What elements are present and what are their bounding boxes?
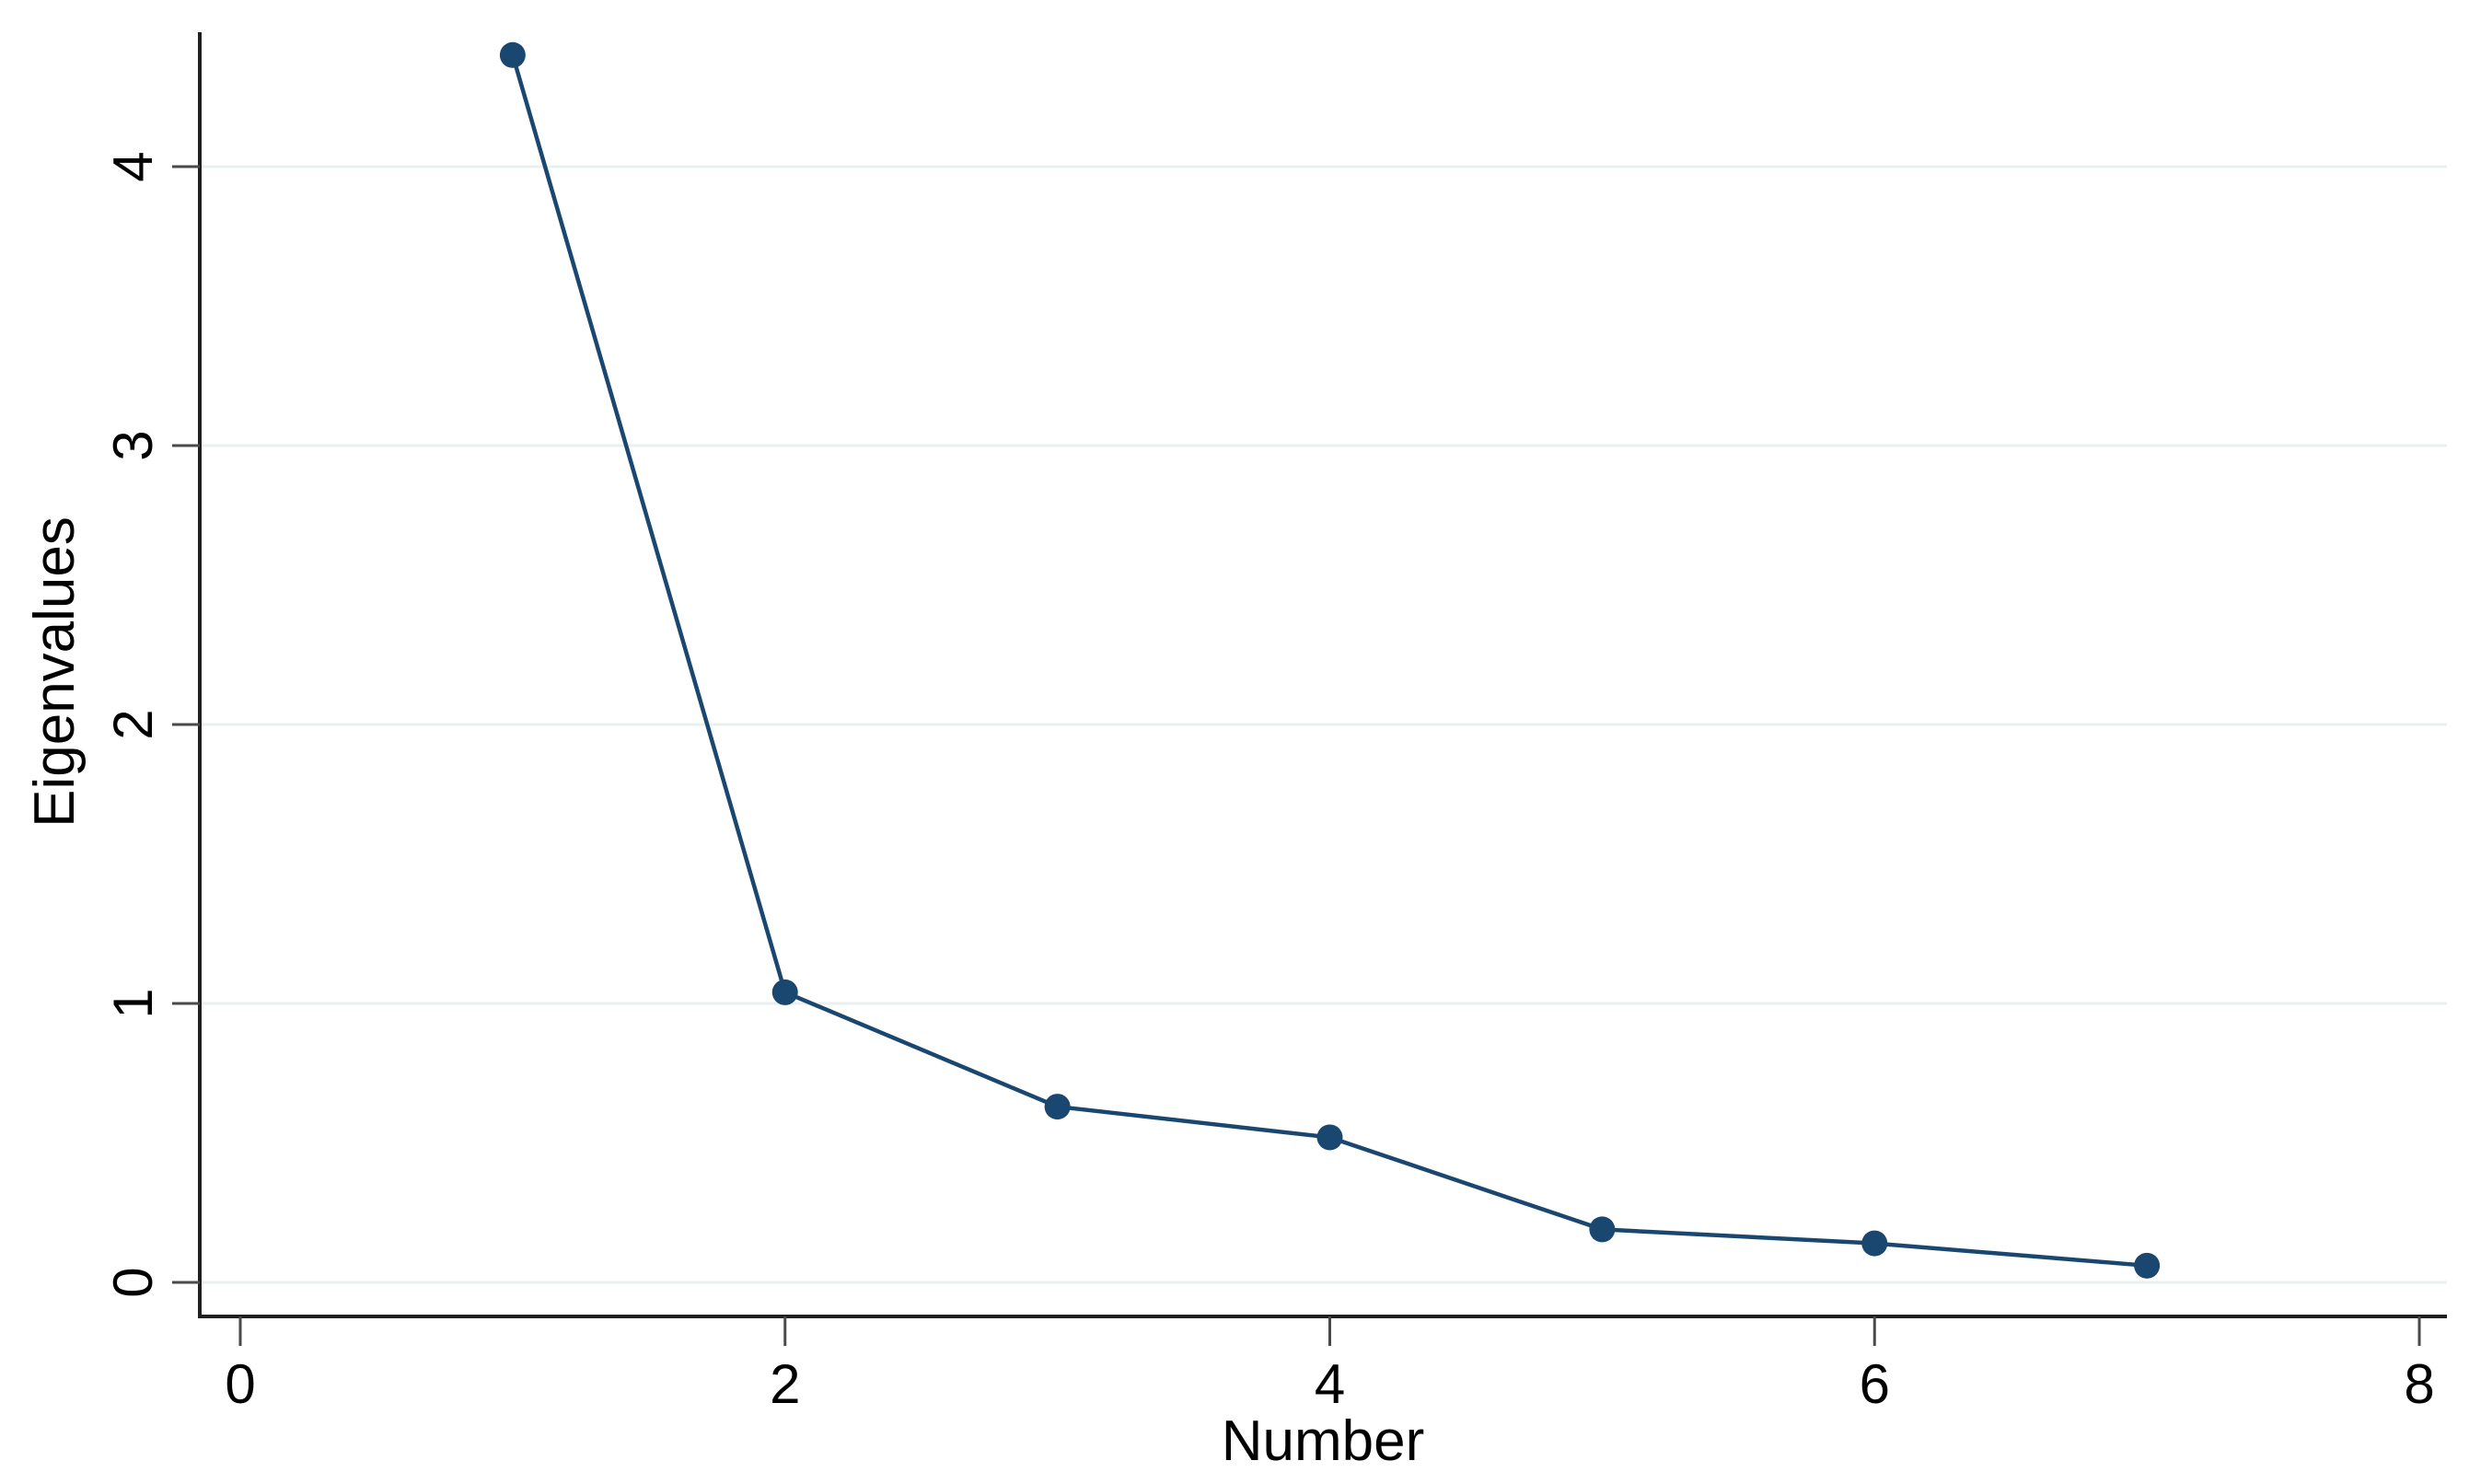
y-axis-title: Eigenvalues: [23, 516, 87, 828]
y-tick-label: 4: [102, 151, 164, 181]
x-tick-label: 6: [1860, 1353, 1890, 1415]
y-tick-label: 0: [102, 1267, 164, 1297]
data-point-marker: [1316, 1124, 1343, 1151]
x-tick-label: 0: [225, 1353, 255, 1415]
data-point-marker: [1044, 1094, 1071, 1120]
data-point-marker: [1589, 1216, 1616, 1243]
x-tick-label: 8: [2404, 1353, 2434, 1415]
x-tick-label: 2: [770, 1353, 800, 1415]
y-tick-label: 2: [102, 709, 164, 739]
eigenvalue-line: [510, 54, 2148, 1269]
data-point-marker: [499, 41, 526, 68]
y-tick-label: 1: [102, 988, 164, 1018]
data-point-marker: [2134, 1252, 2161, 1279]
y-tick-label: 3: [102, 430, 164, 460]
data-point-marker: [1861, 1230, 1888, 1257]
x-axis-title: Number: [1222, 1409, 1425, 1473]
data-point-marker: [771, 979, 798, 1005]
x-tick-label: 4: [1315, 1353, 1345, 1415]
